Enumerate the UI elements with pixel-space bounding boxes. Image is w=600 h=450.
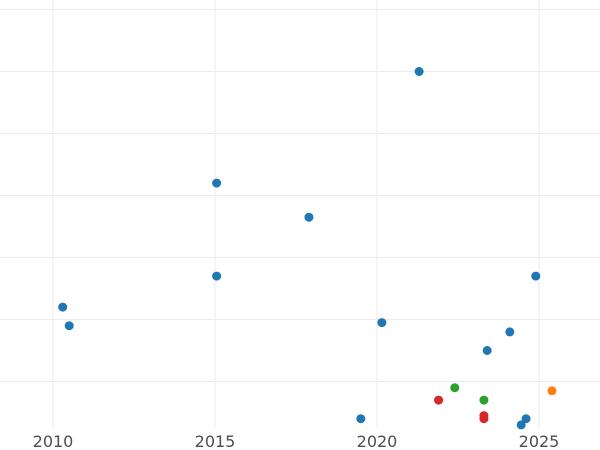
data-point: [212, 178, 222, 188]
data-point: [516, 420, 526, 430]
x-tick-label: 2020: [357, 432, 398, 450]
data-point: [547, 386, 557, 396]
data-point: [58, 302, 68, 312]
data-point: [482, 346, 492, 355]
data-point: [64, 321, 74, 331]
data-point: [479, 395, 489, 405]
data-point: [505, 327, 515, 337]
data-point: [212, 271, 222, 281]
x-tick-label: 2010: [33, 432, 74, 450]
data-point: [479, 414, 489, 424]
data-point: [531, 271, 541, 281]
gridlines: [0, 0, 600, 428]
data-point: [521, 414, 531, 424]
x-tick-label: 2015: [195, 432, 236, 450]
data-point: [414, 67, 424, 76]
x-axis-tick-labels: 2010 2015 2020 2025: [33, 432, 560, 450]
data-points: [58, 67, 557, 430]
data-point: [377, 318, 387, 328]
data-point: [356, 414, 366, 424]
data-point: [450, 383, 460, 393]
x-tick-label: 2025: [519, 432, 560, 450]
data-point: [304, 212, 314, 222]
data-point: [434, 395, 444, 405]
